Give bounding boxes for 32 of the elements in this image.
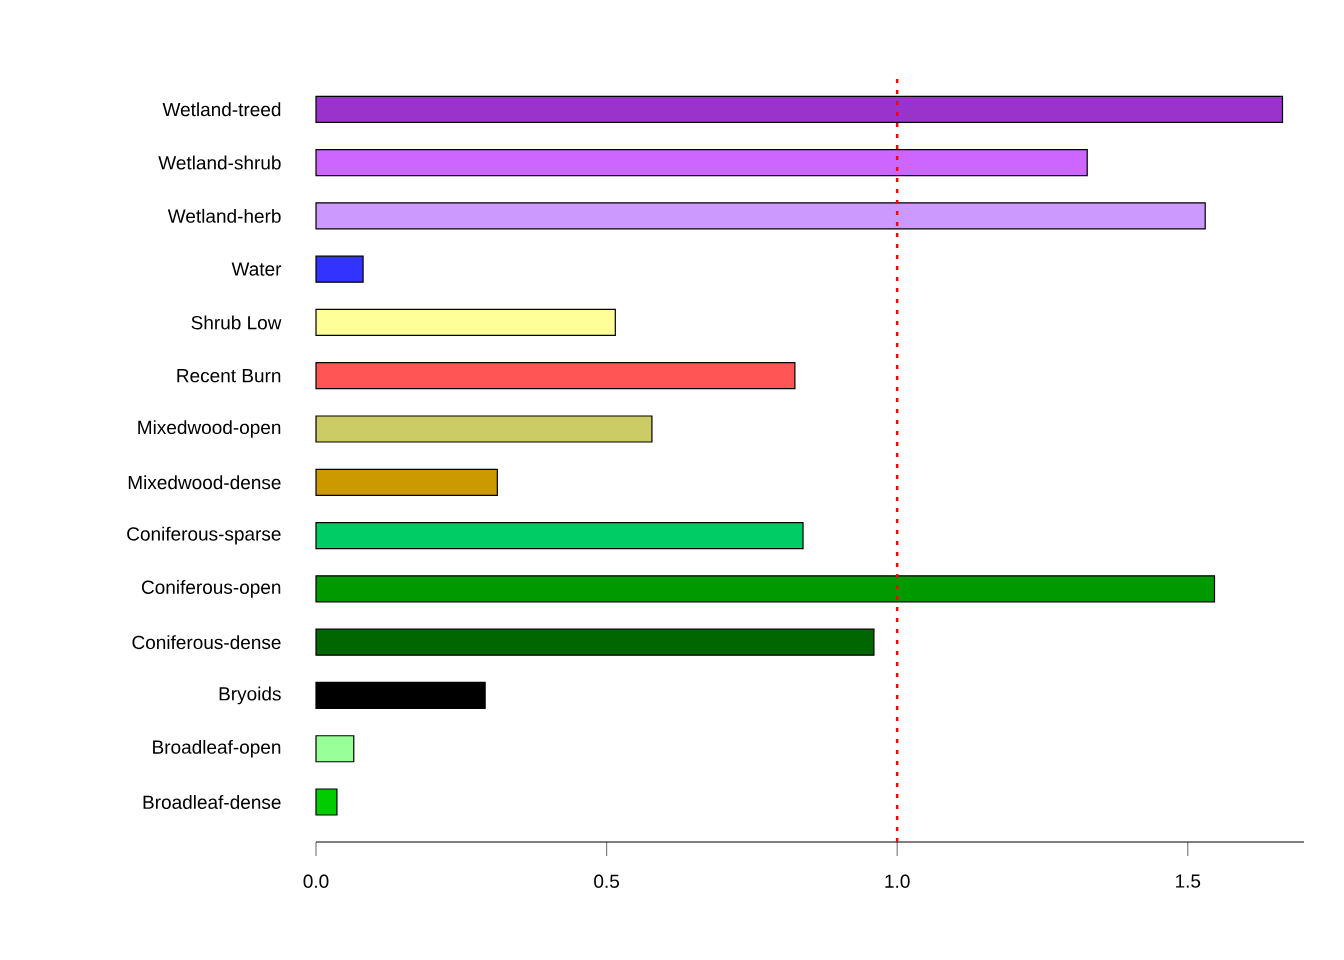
y-tick-label: Wetland-shrub <box>158 155 281 170</box>
y-tick-label: Coniferous-sparse <box>127 526 281 545</box>
y-tick-label: Water <box>231 262 282 276</box>
x-tick-label: 1.0 <box>885 874 910 888</box>
bar <box>315 788 338 816</box>
bar <box>315 308 616 337</box>
y-tick-label: Bryoids <box>219 686 281 705</box>
y-tick-label: Mixedwood-dense <box>128 475 281 490</box>
y-tick-label: Wetland-herb <box>167 208 281 223</box>
bar <box>315 521 804 550</box>
bar <box>315 468 498 496</box>
bar <box>315 148 1088 177</box>
bar <box>315 575 1216 603</box>
y-tick-label: Shrub Low <box>191 315 282 330</box>
y-tick-label: Mixedwood-open <box>138 420 281 438</box>
y-tick-label: Recent Burn <box>177 369 281 383</box>
bar <box>315 362 796 390</box>
bar <box>315 735 355 763</box>
bar <box>315 202 1206 230</box>
x-tick-label: 0.5 <box>594 874 619 888</box>
bar <box>315 681 486 710</box>
bar <box>315 255 364 283</box>
bar <box>315 415 653 443</box>
y-tick-label: Coniferous-open <box>141 580 281 598</box>
bar <box>315 95 1284 123</box>
y-tick-label: Broadleaf-open <box>153 739 281 758</box>
x-tick-label: 1.5 <box>1176 874 1201 888</box>
y-tick-label: Wetland-treed <box>162 102 281 117</box>
y-tick-label: Broadleaf-dense <box>143 795 281 809</box>
y-tick-label: Coniferous-dense <box>132 635 281 650</box>
bar <box>315 628 875 656</box>
x-tick-label: 0.0 <box>303 874 329 888</box>
